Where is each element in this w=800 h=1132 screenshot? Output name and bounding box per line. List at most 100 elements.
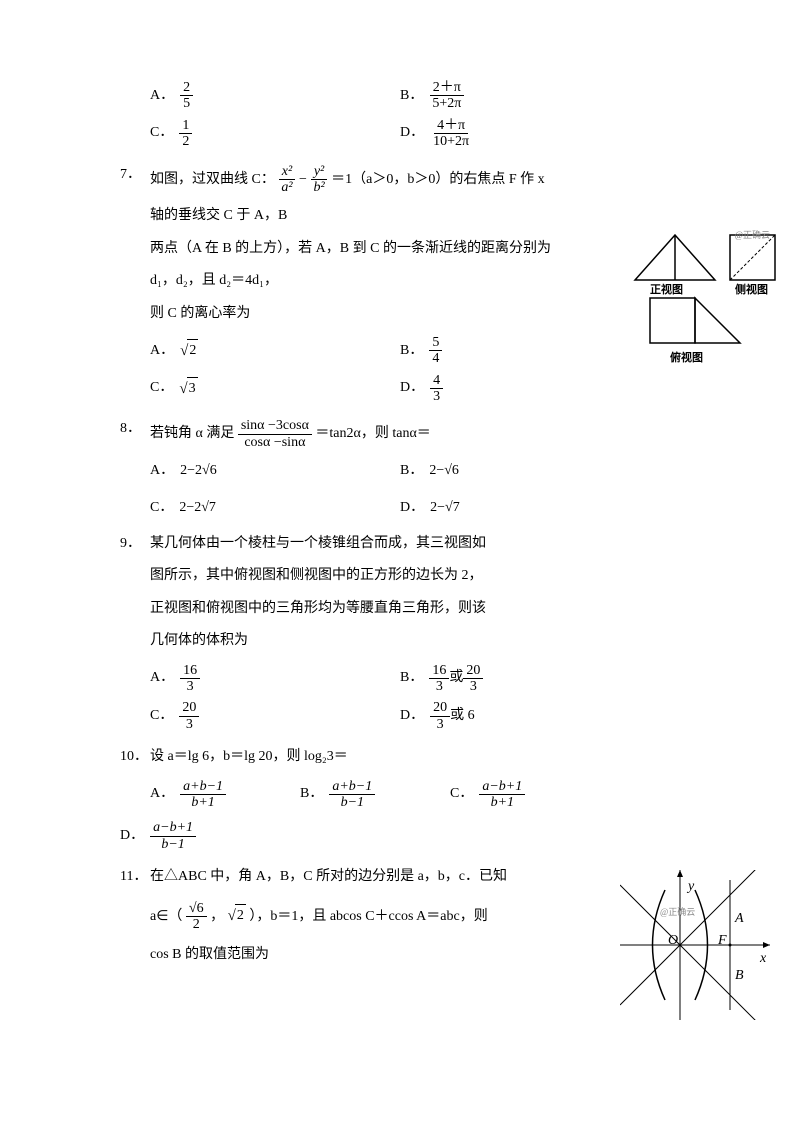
fraction-denominator: 5+2π — [429, 96, 464, 111]
fraction-numerator: 1 — [179, 118, 192, 134]
stem-line: 则 C 的离心率为 — [150, 303, 700, 325]
question-7: 7． 如图，过双曲线 C： x²a² − y²b² ＝1（a＞0，b＞0）的右焦… — [120, 164, 700, 405]
question-10: 10． 设 a＝lg 6，b＝lg 20，则 log₂3＝ A． a+b−1b+… — [120, 746, 700, 852]
stem-line: 某几何体由一个棱柱与一个棱锥组合而成，其三视图如 — [150, 533, 700, 555]
fraction-denominator: b+1 — [188, 795, 217, 810]
q8-option-d: D． 2−√7 — [400, 497, 650, 519]
q10-option-c: C． a−b+1b+1 — [450, 779, 600, 811]
stem-line: cos B 的取值范围为 — [150, 944, 700, 966]
q10-option-a: A． a+b−1b+1 — [150, 779, 300, 811]
option-label: D． — [400, 497, 424, 519]
fraction-denominator: b+1 — [488, 795, 517, 810]
question-8: 8． 若钝角 α 满足 sinα −3cosαcosα −sinα ＝tan2α… — [120, 418, 700, 519]
option-label: C． — [150, 705, 173, 727]
question-number: 7． — [120, 164, 150, 196]
front-view-label: 正视图 — [650, 282, 683, 300]
fraction-denominator: 4 — [429, 351, 442, 366]
option-label: B． — [400, 667, 423, 689]
q7-option-c: C． 3 — [150, 373, 400, 405]
option-value: 2−2√6 — [180, 460, 217, 482]
stem-line: 两点（A 在 B 的上方），若 A，B 到 C 的一条渐近线的距离分别为 — [150, 238, 700, 260]
or-text: 或 — [449, 667, 463, 689]
watermark-text: @正确云 — [735, 228, 770, 242]
fraction-numerator: 20 — [430, 700, 450, 716]
option-label: D． — [120, 825, 144, 847]
fraction-numerator: a+b−1 — [329, 779, 375, 795]
stem-text: ＝tan2α，则 tanα＝ — [315, 427, 430, 442]
fraction-numerator: √6 — [186, 901, 207, 917]
axis-x-label: x — [760, 948, 766, 970]
fraction-denominator: 2 — [190, 917, 203, 932]
q7-option-a: A． 2 — [150, 335, 400, 367]
q6-option-a: A． 25 — [150, 80, 400, 112]
q6-option-b: B． 2＋π5+2π — [400, 80, 650, 112]
q10-option-d: D． a−b+1b−1 — [120, 820, 700, 852]
focus-label: F — [718, 930, 727, 952]
fraction-denominator: 2 — [179, 134, 192, 149]
question-number: 11． — [120, 866, 150, 888]
stem-text: ），b＝1，且 abcos C＋ccos A＝abc，则 — [249, 909, 487, 924]
fraction-numerator: 20 — [463, 663, 483, 679]
option-label: A． — [150, 667, 174, 689]
stem-text: a∈（ — [150, 909, 182, 924]
q8-option-a: A． 2−2√6 — [150, 460, 400, 482]
stem-line: 几何体的体积为 — [150, 630, 700, 652]
fraction-numerator: 5 — [429, 335, 442, 351]
point-b-label: B — [735, 965, 744, 987]
option-tail: 或 6 — [450, 705, 475, 727]
fraction-denominator: 3 — [430, 389, 443, 404]
option-label: B． — [400, 460, 423, 482]
hyperbola-figure: @正确云 y x O F A B — [620, 870, 770, 1020]
q6-option-d: D． 4＋π10+2π — [400, 118, 650, 150]
option-value: 2−√6 — [429, 460, 459, 482]
q6-option-c: C． 12 — [150, 118, 400, 150]
option-value: 2−√7 — [430, 497, 460, 519]
stem-line: 正视图和俯视图中的三角形均为等腰直角三角形，则该 — [150, 598, 700, 620]
fraction-denominator: b−1 — [158, 837, 187, 852]
option-label: C． — [150, 377, 173, 399]
fraction-denominator: 10+2π — [430, 134, 472, 149]
fraction-denominator: a² — [278, 180, 295, 195]
fraction-denominator: cosα −sinα — [241, 435, 308, 450]
side-view-label: 侧视图 — [735, 282, 768, 300]
fraction-numerator: 2 — [180, 80, 193, 96]
fraction-numerator: 20 — [179, 700, 199, 716]
stem-text: 设 a＝lg 6，b＝lg 20，则 log₂3＝ — [150, 746, 700, 768]
fraction-numerator: a+b−1 — [180, 779, 226, 795]
fraction-denominator: b² — [310, 180, 327, 195]
question-number: 8． — [120, 418, 150, 450]
q8-option-b: B． 2−√6 — [400, 460, 650, 482]
sqrt-value: 2 — [235, 904, 246, 927]
q7-option-b: B． 54 — [400, 335, 650, 367]
option-value: 2−2√7 — [179, 497, 216, 519]
option-label: D． — [400, 377, 424, 399]
option-label: D． — [400, 705, 424, 727]
point-a-label: A — [735, 908, 744, 930]
stem-text: 如图，过双曲线 C： — [150, 172, 275, 187]
option-label: B． — [400, 85, 423, 107]
question-number: 9． — [120, 533, 150, 555]
stem-text: ， — [210, 909, 224, 924]
question-stem: 若钝角 α 满足 sinα −3cosαcosα −sinα ＝tan2α，则 … — [150, 418, 700, 450]
option-label: B． — [300, 783, 323, 805]
fraction-denominator: b−1 — [338, 795, 367, 810]
fraction-denominator: 3 — [433, 679, 446, 694]
fraction-denominator: 5 — [180, 96, 193, 111]
option-label: C． — [150, 122, 173, 144]
q7-option-d: D． 43 — [400, 373, 650, 405]
sqrt-value: 2 — [187, 339, 198, 362]
option-label: C． — [150, 497, 173, 519]
fraction-numerator: 16 — [429, 663, 449, 679]
option-label: D． — [400, 122, 424, 144]
q9-option-c: C． 203 — [150, 700, 400, 732]
three-view-figure: @正确云 正视图 侧视图 俯视图 — [630, 220, 780, 370]
option-label: A． — [150, 340, 174, 362]
fraction-numerator: 16 — [180, 663, 200, 679]
fraction-numerator: sinα −3cosα — [238, 418, 312, 434]
option-label: A． — [150, 85, 174, 107]
q9-option-b: B． 163 或 203 — [400, 663, 650, 695]
stem-text: 在△ABC 中，角 A，B，C 所对的边分别是 a，b，c．已知 — [150, 866, 700, 888]
option-label: C． — [450, 783, 473, 805]
fraction-denominator: 3 — [434, 717, 447, 732]
minus-sign: − — [299, 172, 307, 187]
